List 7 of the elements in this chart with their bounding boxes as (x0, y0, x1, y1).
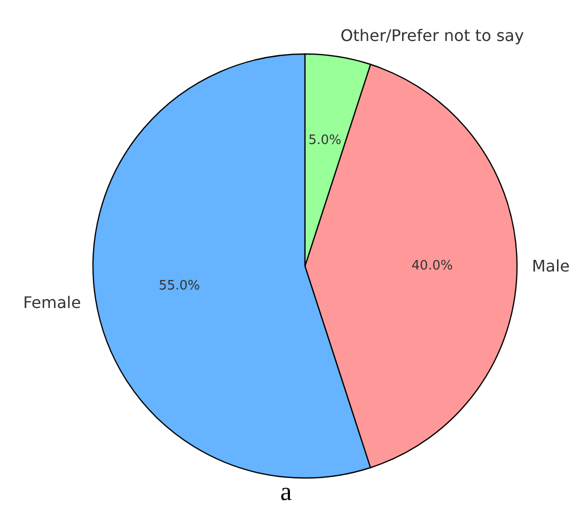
data-label: 5.0% (308, 132, 342, 148)
data-label: 40.0% (412, 258, 453, 274)
slice-label: Male (532, 256, 570, 276)
data-label: 55.0% (158, 278, 200, 294)
slice-label: Other/Prefer not to say (340, 26, 524, 46)
text: a (279, 477, 293, 507)
slice-label: Female (23, 292, 81, 312)
